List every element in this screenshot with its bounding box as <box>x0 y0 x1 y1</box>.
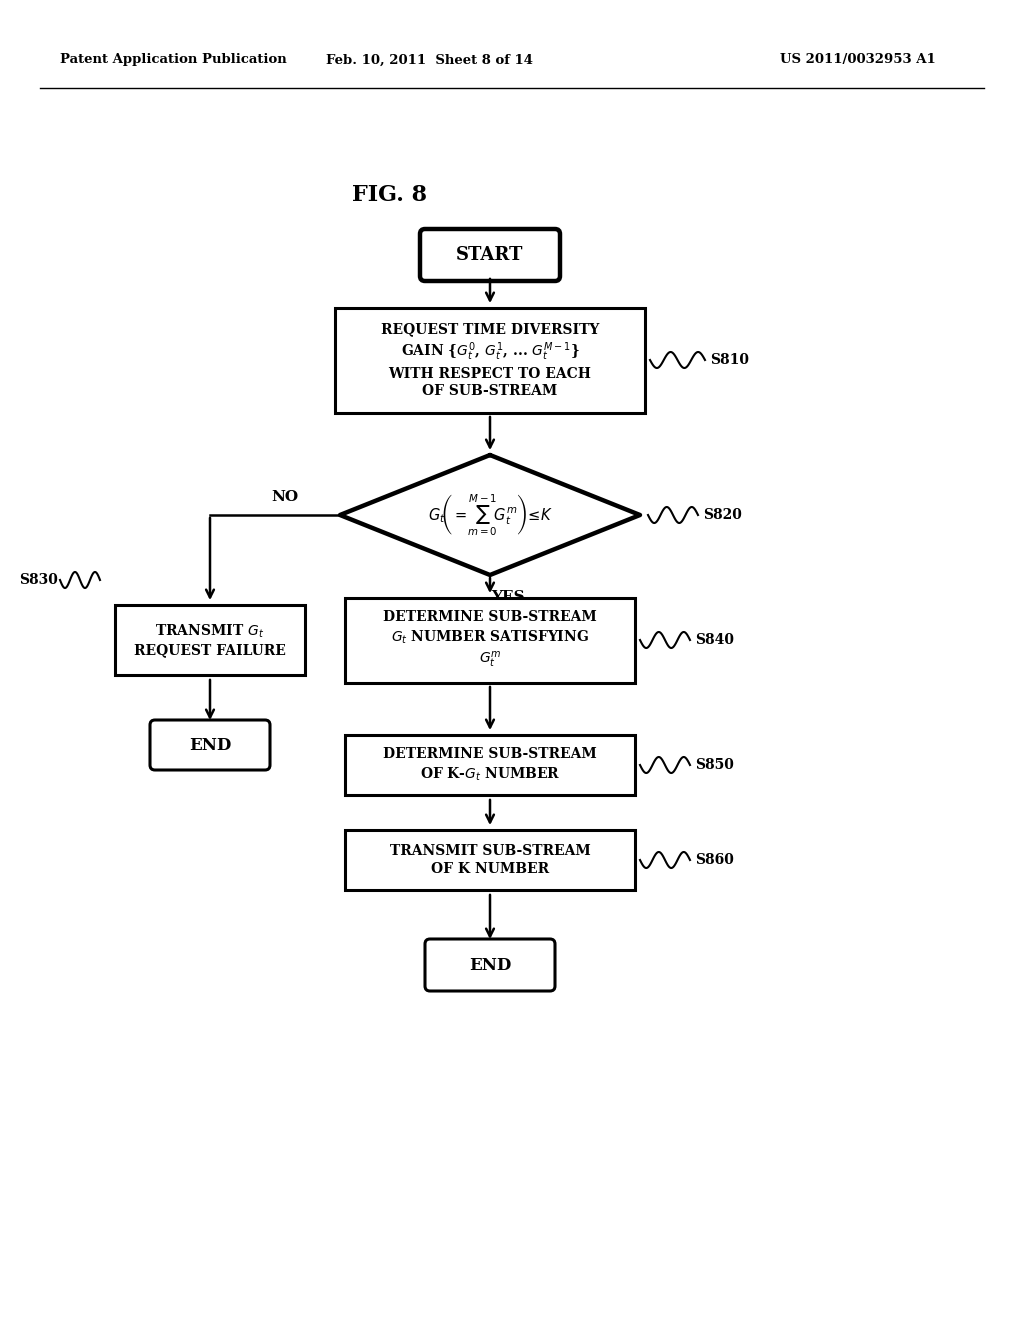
Text: Patent Application Publication: Patent Application Publication <box>60 54 287 66</box>
Text: DETERMINE SUB-STREAM
$G_t$ NUMBER SATISFYING
$G_t^m$: DETERMINE SUB-STREAM $G_t$ NUMBER SATISF… <box>383 610 597 669</box>
Text: YES: YES <box>492 590 525 605</box>
Text: $G_t\!\left(=\!\sum_{m=0}^{M-1}\!G_t^m\right)\!\leq\!K$: $G_t\!\left(=\!\sum_{m=0}^{M-1}\!G_t^m\r… <box>427 492 553 537</box>
Text: NO: NO <box>271 490 299 504</box>
FancyBboxPatch shape <box>150 719 270 770</box>
Text: Feb. 10, 2011  Sheet 8 of 14: Feb. 10, 2011 Sheet 8 of 14 <box>327 54 534 66</box>
Text: END: END <box>469 957 511 974</box>
Text: S840: S840 <box>695 634 734 647</box>
Text: S810: S810 <box>710 352 749 367</box>
Text: S820: S820 <box>703 508 741 521</box>
Text: REQUEST TIME DIVERSITY
GAIN {$G_t^0$, $G_t^1$, ... $G_t^{M-1}$}
WITH RESPECT TO : REQUEST TIME DIVERSITY GAIN {$G_t^0$, $G… <box>381 322 599 397</box>
Text: DETERMINE SUB-STREAM
OF K-$G_t$ NUMBER: DETERMINE SUB-STREAM OF K-$G_t$ NUMBER <box>383 747 597 783</box>
Bar <box>345 598 635 682</box>
Bar <box>345 735 635 795</box>
Polygon shape <box>340 455 640 576</box>
Bar <box>335 308 645 412</box>
Text: FIG. 8: FIG. 8 <box>352 183 428 206</box>
Bar <box>345 830 635 890</box>
Text: TRANSMIT $G_t$
REQUEST FAILURE: TRANSMIT $G_t$ REQUEST FAILURE <box>134 623 286 657</box>
Text: S830: S830 <box>19 573 58 587</box>
Text: S850: S850 <box>695 758 734 772</box>
FancyBboxPatch shape <box>420 228 560 281</box>
Text: S860: S860 <box>695 853 734 867</box>
Bar <box>115 605 305 675</box>
Text: END: END <box>188 737 231 754</box>
Text: US 2011/0032953 A1: US 2011/0032953 A1 <box>780 54 936 66</box>
FancyBboxPatch shape <box>425 939 555 991</box>
Text: TRANSMIT SUB-STREAM
OF K NUMBER: TRANSMIT SUB-STREAM OF K NUMBER <box>389 845 591 875</box>
Text: START: START <box>457 246 523 264</box>
